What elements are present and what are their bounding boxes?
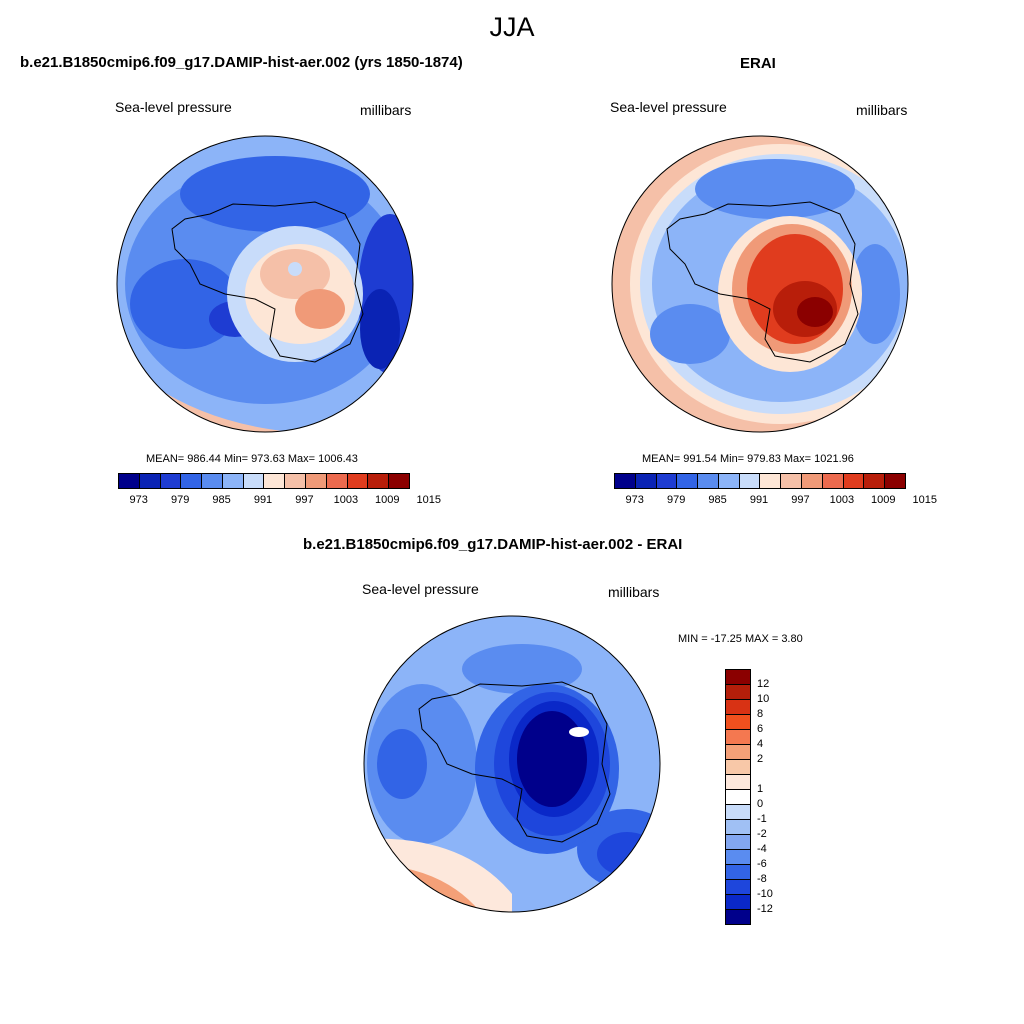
colorbar-swatch [635, 474, 657, 488]
colorbar-swatch [726, 820, 750, 835]
colorbar-swatch [726, 790, 750, 805]
colorbar-swatch [698, 474, 719, 488]
panel1-stats: MEAN= 986.44 Min= 973.63 Max= 1006.43 [146, 453, 358, 465]
panel1-title: b.e21.B1850cmip6.f09_g17.DAMIP-hist-aer.… [20, 54, 463, 71]
panel2-units-label: millibars [856, 102, 908, 118]
panel2-title: ERAI [740, 55, 776, 72]
colorbar-swatch [726, 715, 750, 730]
colorbar-swatch [726, 700, 750, 715]
colorbar-swatch [726, 910, 750, 924]
panel2-colorbar [614, 473, 906, 489]
colorbar-swatch [864, 474, 886, 488]
colorbar-swatch [285, 474, 307, 488]
panel3-stats: MIN = -17.25 MAX = 3.80 [678, 633, 803, 645]
colorbar-swatch [726, 775, 750, 790]
colorbar-swatch [368, 474, 390, 488]
colorbar-tick-label: 1015 [912, 494, 937, 506]
panel2-map [611, 135, 909, 433]
colorbar-swatch [347, 474, 369, 488]
colorbar-swatch [718, 474, 740, 488]
colorbar-tick-label: 997 [295, 494, 314, 506]
colorbar-tick-label: 1009 [871, 494, 896, 506]
colorbar-tick-label: 979 [170, 494, 190, 506]
colorbar-swatch [726, 850, 750, 865]
colorbar-swatch [843, 474, 865, 488]
colorbar-swatch [181, 474, 203, 488]
colorbar-swatch [726, 865, 750, 880]
colorbar-swatch [726, 835, 750, 850]
colorbar-swatch [726, 805, 750, 820]
panel1-colorbar [118, 473, 410, 489]
colorbar-swatch [781, 474, 803, 488]
colorbar-swatch [202, 474, 223, 488]
colorbar-tick-label: 1009 [375, 494, 400, 506]
colorbar-tick-label: 8 [757, 708, 764, 720]
colorbar-tick-label: -6 [757, 858, 767, 870]
colorbar-tick-label: 6 [757, 723, 764, 735]
colorbar-tick-label: 0 [757, 798, 764, 810]
colorbar-tick-label: 985 [708, 494, 727, 506]
panel1-colorbar-ticks: 973 979 985 991 997 1003 1009 1015 [118, 494, 441, 508]
colorbar-tick-label: 973 [129, 494, 148, 506]
panel2-variable-label: Sea-level pressure [610, 99, 727, 115]
colorbar-swatch [222, 474, 244, 488]
colorbar-tick-label: 991 [749, 494, 769, 506]
colorbar-swatch [726, 760, 750, 775]
colorbar-tick-label: -2 [757, 828, 767, 840]
colorbar-tick-label: -8 [757, 873, 767, 885]
panel3-title: b.e21.B1850cmip6.f09_g17.DAMIP-hist-aer.… [303, 536, 683, 553]
colorbar-swatch [306, 474, 327, 488]
colorbar-tick-label: -10 [757, 888, 773, 900]
colorbar-swatch [139, 474, 161, 488]
colorbar-tick-label: 1 [757, 783, 764, 795]
colorbar-tick-label: -4 [757, 843, 767, 855]
colorbar-swatch [822, 474, 844, 488]
colorbar-swatch [264, 474, 286, 488]
colorbar-tick-label: 997 [791, 494, 810, 506]
colorbar-tick-label: 979 [666, 494, 686, 506]
colorbar-swatch [726, 685, 750, 700]
panel3-variable-label: Sea-level pressure [362, 581, 479, 597]
colorbar-swatch [389, 474, 409, 488]
colorbar-tick-label: 1015 [416, 494, 441, 506]
panel2-stats: MEAN= 991.54 Min= 979.83 Max= 1021.96 [642, 453, 854, 465]
colorbar-swatch [739, 474, 761, 488]
colorbar-tick-label: 973 [625, 494, 644, 506]
colorbar-swatch [760, 474, 782, 488]
colorbar-swatch [656, 474, 678, 488]
figure-title: JJA [489, 12, 535, 42]
colorbar-swatch [726, 745, 750, 760]
colorbar-tick-label: 4 [757, 738, 764, 750]
panel1-units-label: millibars [360, 102, 412, 118]
panel3-units-label: millibars [608, 584, 660, 600]
panel3-colorbar [725, 669, 751, 925]
panel3-colorbar-ticks: 12 10 8 6 4 2 1 0 -1 -2 -4 -6 -8 -10 -12 [757, 669, 797, 915]
panel1-map [116, 135, 414, 433]
colorbar-swatch [243, 474, 265, 488]
colorbar-tick-label: 1003 [829, 494, 855, 506]
colorbar-swatch [326, 474, 348, 488]
colorbar-swatch [726, 880, 750, 895]
colorbar-tick-label: 12 [757, 678, 770, 690]
colorbar-tick-label: -12 [757, 903, 773, 915]
colorbar-swatch [119, 474, 140, 488]
colorbar-swatch [726, 895, 750, 910]
colorbar-tick-label: 10 [757, 693, 770, 705]
colorbar-swatch [726, 670, 750, 685]
colorbar-swatch [802, 474, 823, 488]
colorbar-tick-label: 985 [212, 494, 231, 506]
colorbar-tick-label: 991 [253, 494, 273, 506]
colorbar-swatch [726, 730, 750, 745]
colorbar-tick-label: -1 [757, 813, 767, 825]
colorbar-tick-label: 2 [757, 753, 764, 765]
colorbar-swatch [160, 474, 182, 488]
panel3-map [363, 615, 661, 913]
colorbar-tick-label: 1003 [333, 494, 359, 506]
colorbar-swatch [885, 474, 905, 488]
colorbar-swatch [677, 474, 699, 488]
panel2-colorbar-ticks: 973 979 985 991 997 1003 1009 1015 [614, 494, 937, 508]
colorbar-swatch [615, 474, 636, 488]
panel1-variable-label: Sea-level pressure [115, 99, 232, 115]
